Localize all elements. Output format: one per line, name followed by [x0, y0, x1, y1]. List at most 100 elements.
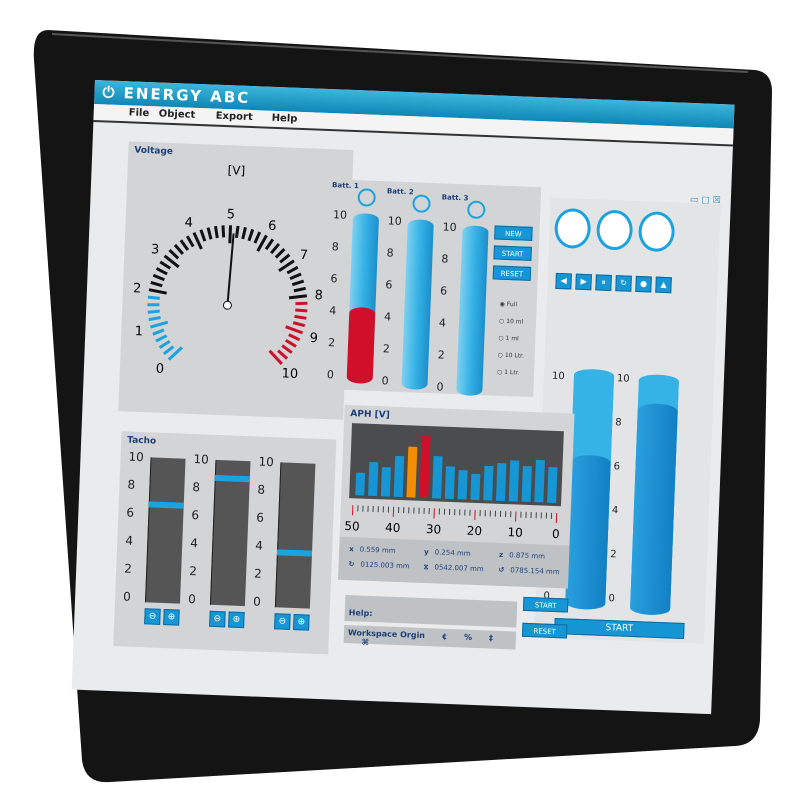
scale-label: 10 [616, 373, 630, 385]
tacho-slider-handle[interactable] [214, 474, 250, 482]
gauge-tick [148, 288, 167, 295]
battery-new-button[interactable]: NEW [494, 225, 533, 241]
gauge-tick [288, 294, 308, 300]
aph-axis-label: 30 [426, 522, 442, 537]
gauge-tick [270, 243, 281, 255]
gauge-tick [277, 349, 289, 360]
minus-button[interactable]: ⊖ [209, 610, 226, 628]
help-reset-button[interactable]: RESET [521, 622, 568, 639]
symbol-command[interactable]: ⌘ [361, 637, 370, 647]
scale-label: 8 [127, 477, 136, 492]
scale-label: 6 [385, 278, 393, 292]
aph-bar [380, 467, 391, 497]
gauge-icon [412, 194, 431, 213]
aph-bar [508, 460, 520, 502]
scale-label: 2 [188, 563, 198, 579]
coord-label: ⧖ [423, 562, 429, 572]
scale-label: 2 [327, 336, 336, 350]
tacho-slider-track[interactable] [144, 457, 186, 604]
aph-bar [444, 466, 456, 500]
tacho-slider-handle[interactable] [148, 500, 184, 509]
app-screen: ⏻ ENERGY ABC File Object Export Help ▭ ▢… [71, 80, 735, 715]
scale-label: 0 [252, 594, 262, 609]
pause-button[interactable]: ⏸ [595, 274, 612, 291]
gauge-tick [228, 225, 233, 244]
minus-button[interactable]: ⊖ [144, 608, 161, 625]
menu-object[interactable]: Object [158, 108, 196, 121]
tacho-slider-handle[interactable] [276, 549, 313, 557]
scale-label: 2 [382, 342, 391, 356]
radio-option[interactable]: ○ 1 ml [498, 334, 519, 343]
help-start-button[interactable]: START [522, 596, 569, 613]
plus-button[interactable]: ⊕ [228, 611, 245, 629]
menu-export[interactable]: Export [215, 110, 253, 124]
tacho-slider-track[interactable] [274, 462, 316, 609]
gauge-tick [152, 273, 165, 282]
eject-button[interactable]: ▲ [655, 276, 672, 294]
aph-bar [393, 455, 405, 498]
scale-label: 6 [330, 272, 338, 286]
plus-button[interactable]: ⊕ [293, 614, 310, 631]
symbol-percent[interactable]: % [463, 632, 473, 642]
coord-label: ↺ [498, 565, 505, 575]
battery-label: Batt. 1 [331, 181, 359, 191]
scale-label: 4 [611, 505, 619, 517]
radio-label: 10 Ltr. [504, 351, 525, 360]
gauge-tick [274, 248, 286, 259]
aph-axis-label: 0 [552, 527, 560, 541]
refresh-button[interactable]: ↻ [615, 275, 632, 292]
next-button[interactable]: ▶ [575, 273, 592, 291]
radio-option[interactable]: ◉ Full [499, 300, 518, 309]
minus-button[interactable]: ⊖ [274, 613, 291, 630]
symbol-cent[interactable]: ¢ [441, 631, 448, 641]
gauge-tick [155, 267, 168, 276]
gauge-tick [179, 239, 190, 251]
record-button[interactable]: ● [635, 275, 652, 293]
scale-label: 4 [329, 304, 337, 318]
gauge-tick [159, 260, 172, 270]
radio-option[interactable]: ○ 10 ml [498, 317, 524, 326]
scale-label: 6 [439, 284, 448, 298]
gauge-tick-label: 3 [151, 242, 160, 257]
plus-button[interactable]: ⊕ [163, 609, 180, 626]
menu-help[interactable]: Help [271, 112, 298, 125]
scale-label: 0 [122, 589, 132, 604]
radio-option[interactable]: ○ 10 Ltr. [497, 351, 525, 360]
right-start-button[interactable]: START [554, 618, 685, 640]
battery-reset-button[interactable]: RESET [492, 265, 532, 281]
scale-label: 0 [608, 593, 616, 605]
radio-option[interactable]: ○ 1 Ltr. [496, 368, 520, 377]
gauge-tick [292, 321, 306, 328]
battery-start-button[interactable]: START [493, 245, 532, 261]
gauge-tick [158, 340, 171, 349]
power-icon: ⏻ [102, 83, 124, 103]
gauge-tick [152, 328, 165, 336]
scale-label: 0 [187, 591, 197, 607]
gauge-tick-label: 0 [155, 362, 164, 377]
help-field[interactable]: Help: [344, 594, 518, 628]
battery-label: Batt. 3 [441, 193, 469, 203]
battery-tube [401, 219, 434, 390]
scale-label: 10 [442, 220, 457, 234]
app-title: ENERGY ABC [123, 84, 251, 107]
scale-label: 8 [615, 417, 622, 429]
symbol-dagger[interactable]: ‡ [488, 633, 494, 643]
coord-readout: x 0.559 mm [349, 545, 396, 555]
scale-label: 10 [387, 214, 403, 228]
dial-gauge-icon [553, 207, 592, 250]
radio-label: Full [506, 300, 518, 309]
aph-bar [368, 462, 379, 497]
gauge-icon [466, 200, 486, 220]
tacho-title: Tacho [126, 435, 157, 447]
scale-label: 8 [192, 480, 201, 495]
menu-file[interactable]: File [128, 107, 150, 120]
workspace-field[interactable]: Workspace Orgin ¢ % ‡ ⌘ [343, 624, 517, 650]
coord-label: z [498, 550, 504, 560]
prev-button[interactable]: ◀ [555, 272, 572, 290]
gauge-tick [285, 325, 304, 335]
gauge-tick-label: 5 [226, 207, 235, 222]
tacho-slider-track[interactable] [209, 459, 251, 607]
aph-bar [495, 463, 507, 502]
gauge-tick-label: 1 [134, 324, 143, 339]
aph-bar [431, 456, 443, 499]
